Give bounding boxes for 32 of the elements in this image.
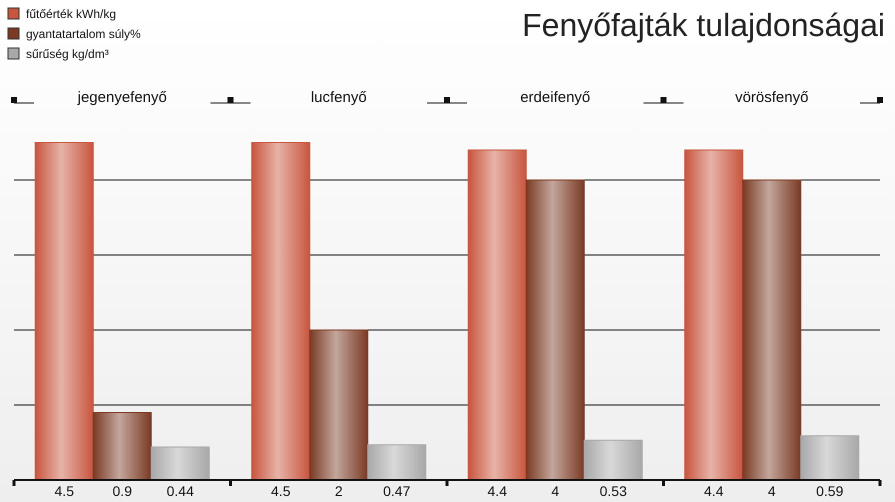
bar — [367, 444, 426, 480]
data-label: 4.4 — [704, 483, 724, 499]
legend-label: sűrűség kg/dm³ — [26, 47, 109, 61]
x-tick-label: jegenyefenyő — [76, 89, 167, 106]
data-label: 0.59 — [816, 483, 844, 499]
legend-label: gyantatartalom súly% — [26, 27, 142, 41]
bar — [684, 150, 744, 480]
chart-title: Fenyőfajták tulajdonságai — [522, 7, 885, 43]
bar — [468, 150, 527, 480]
x-tick-label: lucfenyő — [310, 89, 367, 106]
data-label: 4 — [551, 483, 560, 499]
data-label: 0.44 — [166, 483, 194, 499]
data-label: 0.53 — [600, 483, 628, 499]
data-label: 4.5 — [271, 483, 291, 499]
data-label: 0.47 — [383, 483, 411, 499]
data-label: 0.9 — [112, 483, 132, 499]
data-label: 4 — [768, 483, 776, 499]
bar — [92, 412, 152, 480]
data-label: 4.5 — [54, 483, 74, 499]
bar — [150, 446, 210, 480]
data-label: 4.4 — [488, 483, 508, 499]
bar — [251, 142, 310, 480]
bar — [34, 142, 94, 480]
legend-label: fűtőérték kWh/kg — [26, 7, 116, 21]
bar — [309, 330, 368, 480]
bar — [526, 180, 585, 480]
x-tick-label: erdeifenyő — [520, 89, 590, 106]
bar — [800, 435, 860, 480]
data-label: 2 — [334, 483, 343, 499]
x-tick-label: vörösfenyő — [735, 89, 808, 106]
bar — [742, 180, 802, 480]
bar — [584, 440, 643, 480]
